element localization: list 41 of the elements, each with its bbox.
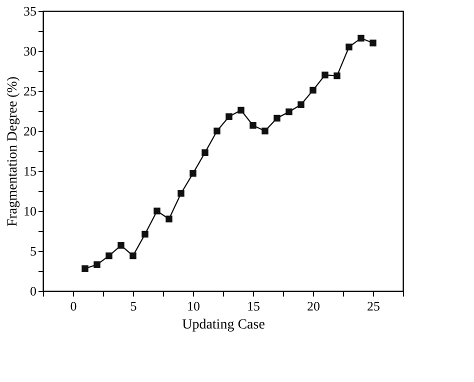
point <box>130 252 136 260</box>
x-tick-label: 15 <box>247 298 260 314</box>
y-tick-label: 35 <box>24 4 36 18</box>
point <box>190 170 196 177</box>
point <box>202 149 208 156</box>
y-axis-title: Fragmentation Degree (%) <box>6 76 20 227</box>
point <box>370 40 376 46</box>
point <box>142 230 148 238</box>
x-tick-label: 10 <box>187 298 200 314</box>
point <box>118 242 124 249</box>
x-tick-label: 5 <box>130 298 137 314</box>
y-tick-label: 20 <box>24 124 36 138</box>
point <box>178 190 184 197</box>
y-tick-label: 5 <box>30 244 36 258</box>
x-tick-label: 20 <box>307 298 320 314</box>
point <box>166 216 172 222</box>
point <box>346 44 352 50</box>
point <box>310 86 316 94</box>
point <box>82 265 88 272</box>
y-tick-label: 30 <box>24 44 36 58</box>
y-tick-label: 0 <box>30 284 36 298</box>
point <box>250 122 256 129</box>
point <box>358 34 364 42</box>
x-tick-label: 0 <box>70 298 77 314</box>
y-tick-label: 25 <box>24 84 36 98</box>
point <box>154 208 160 214</box>
point <box>274 114 280 122</box>
y-tick-label: 10 <box>24 204 36 218</box>
point <box>238 106 244 114</box>
point <box>286 108 292 116</box>
point <box>214 128 220 134</box>
x-tick-label: 25 <box>367 298 380 314</box>
point <box>322 72 328 78</box>
point <box>94 261 100 268</box>
x-axis-title: Updating Case <box>182 318 265 332</box>
y-tick-label: 15 <box>24 164 36 178</box>
point <box>334 72 340 80</box>
point <box>106 252 112 260</box>
point <box>262 128 268 134</box>
point <box>298 101 304 108</box>
point <box>226 113 232 120</box>
